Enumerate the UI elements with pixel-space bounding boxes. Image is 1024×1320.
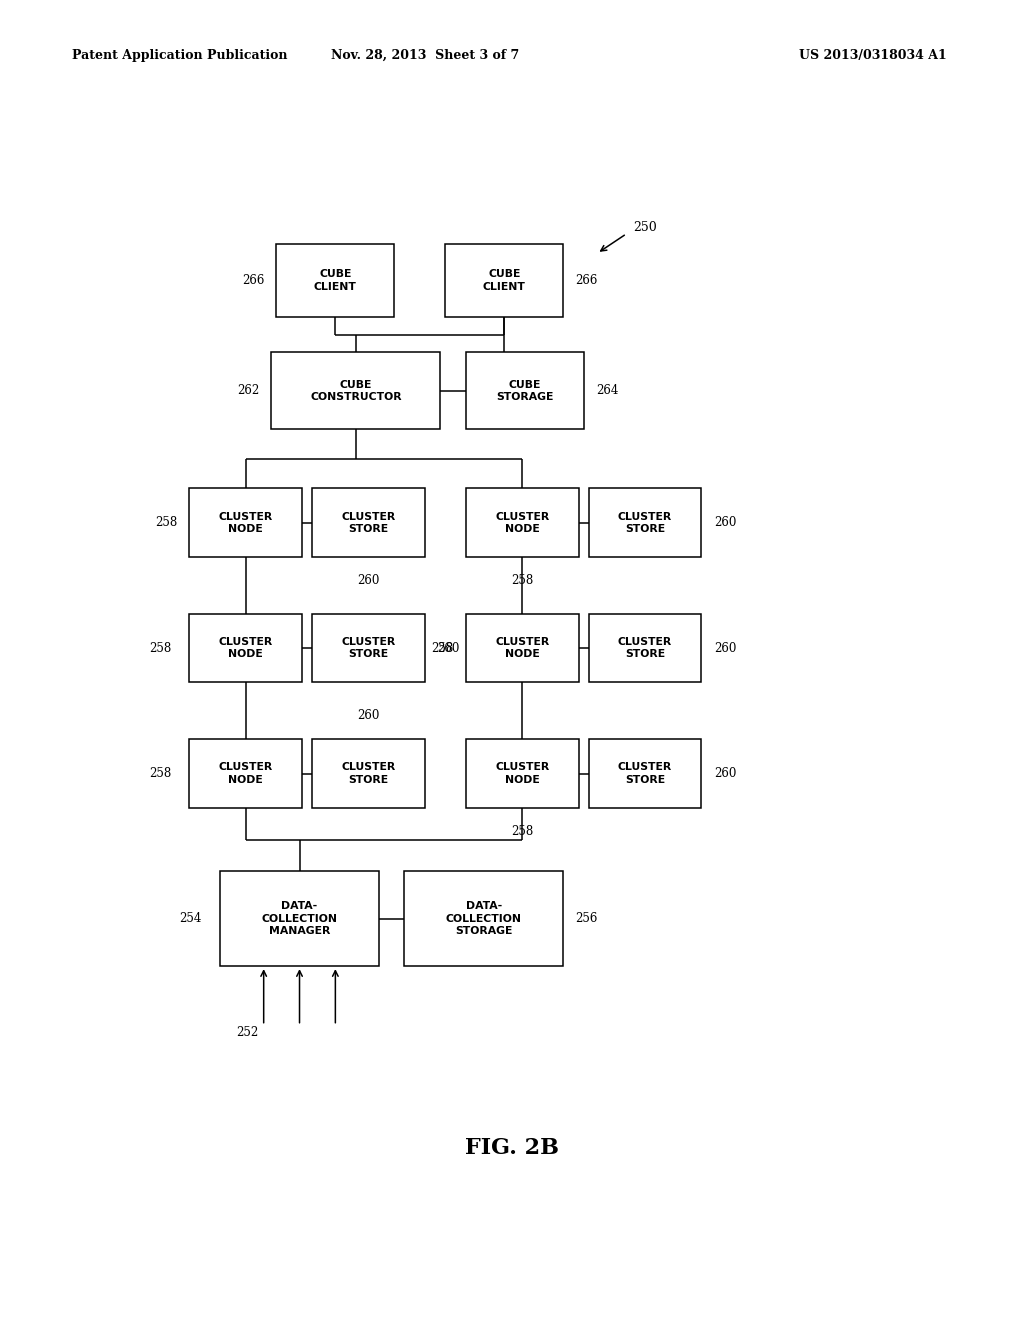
Bar (404, 871, 563, 966)
Bar (312, 488, 425, 557)
Text: 266: 266 (575, 275, 598, 286)
Text: CLUSTER
NODE: CLUSTER NODE (496, 763, 549, 784)
Text: 256: 256 (575, 912, 598, 925)
Bar (589, 614, 701, 682)
Text: 262: 262 (237, 384, 259, 397)
Text: 254: 254 (179, 912, 202, 925)
Bar (445, 244, 563, 317)
Text: 264: 264 (596, 384, 618, 397)
Text: 258: 258 (511, 825, 534, 838)
Text: CLUSTER
STORE: CLUSTER STORE (342, 512, 395, 533)
Text: 258: 258 (155, 516, 177, 529)
Bar (466, 614, 579, 682)
Text: 260: 260 (714, 767, 736, 780)
Bar (189, 614, 302, 682)
Bar (312, 614, 425, 682)
Text: CLUSTER
NODE: CLUSTER NODE (219, 638, 272, 659)
Text: CLUSTER
STORE: CLUSTER STORE (342, 763, 395, 784)
Bar (220, 871, 379, 966)
Bar (466, 739, 579, 808)
Text: 260: 260 (437, 642, 460, 655)
Text: CLUSTER
STORE: CLUSTER STORE (342, 638, 395, 659)
Text: Nov. 28, 2013  Sheet 3 of 7: Nov. 28, 2013 Sheet 3 of 7 (331, 49, 519, 62)
Text: CLUSTER
STORE: CLUSTER STORE (618, 763, 672, 784)
Text: CLUSTER
NODE: CLUSTER NODE (219, 763, 272, 784)
Text: CUBE
CLIENT: CUBE CLIENT (483, 269, 525, 292)
Text: 266: 266 (242, 275, 264, 286)
Text: 258: 258 (148, 767, 171, 780)
Text: US 2013/0318034 A1: US 2013/0318034 A1 (799, 49, 946, 62)
Text: CLUSTER
STORE: CLUSTER STORE (618, 638, 672, 659)
Text: Patent Application Publication: Patent Application Publication (72, 49, 287, 62)
Bar (312, 739, 425, 808)
Bar (276, 244, 394, 317)
Text: DATA-
COLLECTION
STORAGE: DATA- COLLECTION STORAGE (445, 902, 522, 936)
Bar (271, 352, 440, 429)
Bar (466, 352, 584, 429)
Bar (589, 488, 701, 557)
Text: 252: 252 (237, 1026, 258, 1039)
Text: CLUSTER
NODE: CLUSTER NODE (496, 638, 549, 659)
Text: CUBE
CLIENT: CUBE CLIENT (314, 269, 356, 292)
Bar (189, 739, 302, 808)
Text: CUBE
STORAGE: CUBE STORAGE (496, 380, 554, 401)
Text: 260: 260 (714, 516, 736, 529)
Text: 258: 258 (511, 574, 534, 587)
Text: 258: 258 (431, 642, 454, 655)
Text: FIG. 2B: FIG. 2B (465, 1138, 559, 1159)
Text: 250: 250 (633, 220, 656, 234)
Text: DATA-
COLLECTION
MANAGER: DATA- COLLECTION MANAGER (261, 902, 338, 936)
Bar (466, 488, 579, 557)
Text: CLUSTER
NODE: CLUSTER NODE (219, 512, 272, 533)
Text: CLUSTER
STORE: CLUSTER STORE (618, 512, 672, 533)
Bar (589, 739, 701, 808)
Text: 260: 260 (357, 574, 380, 587)
Text: CLUSTER
NODE: CLUSTER NODE (496, 512, 549, 533)
Text: 260: 260 (714, 642, 736, 655)
Text: CUBE
CONSTRUCTOR: CUBE CONSTRUCTOR (310, 380, 401, 401)
Text: 258: 258 (148, 642, 171, 655)
Text: 260: 260 (357, 709, 380, 722)
Bar (189, 488, 302, 557)
